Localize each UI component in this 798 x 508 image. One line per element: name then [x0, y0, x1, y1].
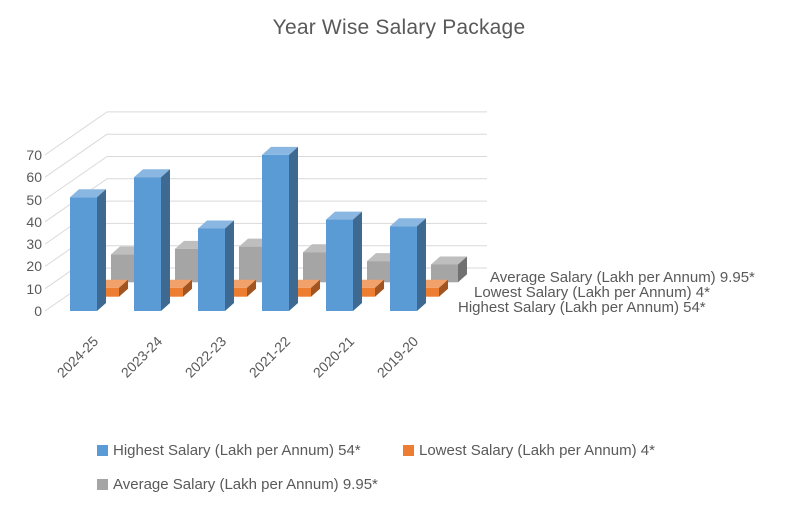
- legend-swatch-icon: [97, 445, 108, 456]
- bar-top-average-2019-20: [431, 256, 467, 265]
- bar-top-highest-2024-25: [70, 189, 106, 198]
- value-axis-tick: 50: [26, 191, 42, 208]
- depth-axis-label: Average Salary (Lakh per Annum) 9.95*: [490, 268, 755, 286]
- gridline-wall-diagonal: [44, 156, 108, 200]
- bar-side-lowest-2019-20: [439, 279, 448, 297]
- bar-side-highest-2023-24: [161, 169, 170, 311]
- bar-side-highest-2022-23: [225, 220, 234, 311]
- bar-side-lowest-2021-22: [311, 279, 320, 297]
- bar-highest-2024-25: [70, 197, 97, 311]
- bar-highest-2022-23: [198, 228, 225, 311]
- depth-axis-label: Highest Salary (Lakh per Annum) 54*: [458, 299, 706, 316]
- value-axis-tick: 0: [34, 303, 42, 319]
- bar-side-highest-2019-20: [417, 218, 426, 311]
- bar-side-highest-2024-25: [97, 189, 106, 311]
- bar-average-2023-24: [175, 248, 202, 283]
- depth-axis-label: Lowest Salary (Lakh per Annum) 4*: [474, 283, 710, 301]
- value-axis-tick: 70: [26, 146, 42, 163]
- value-axis-tick: 30: [26, 236, 42, 253]
- legend-item: Lowest Salary (Lakh per Annum) 4*: [403, 442, 655, 459]
- bar-side-highest-2021-22: [289, 146, 298, 311]
- bar-side-lowest-2020-21: [375, 279, 384, 297]
- gridline-wall-diagonal: [44, 111, 108, 156]
- value-axis-tick: 40: [26, 213, 42, 230]
- legend-label: Lowest Salary (Lakh per Annum) 4*: [419, 442, 655, 459]
- legend-label: Average Salary (Lakh per Annum) 9.95*: [113, 476, 378, 493]
- chart-title: Year Wise Salary Package: [272, 16, 526, 39]
- bar-side-average-2019-20: [458, 256, 467, 283]
- bar-side-lowest-2023-24: [183, 279, 192, 297]
- bar-average-2024-25: [111, 254, 138, 283]
- value-axis-tick: 20: [26, 258, 42, 275]
- bar-highest-2021-22: [262, 154, 289, 311]
- value-axis-tick: 60: [26, 169, 42, 186]
- bar-highest-2019-20: [390, 226, 417, 311]
- legend-swatch-icon: [97, 479, 108, 490]
- bar-top-highest-2019-20: [390, 218, 426, 227]
- bar-side-lowest-2022-23: [247, 279, 256, 297]
- bar-highest-2023-24: [134, 177, 161, 311]
- bar-highest-2020-21: [326, 219, 353, 311]
- bar-top-highest-2020-21: [326, 211, 362, 220]
- bar-top-highest-2021-22: [262, 146, 298, 155]
- bar-side-lowest-2024-25: [119, 279, 128, 297]
- legend-item: Highest Salary (Lakh per Annum) 54*: [97, 442, 361, 459]
- bar-average-2020-21: [367, 261, 394, 283]
- bar-average-2022-23: [239, 246, 266, 283]
- value-axis-tick: 10: [26, 280, 42, 297]
- legend-label: Highest Salary (Lakh per Annum) 54*: [113, 442, 361, 459]
- bar-average-2019-20: [431, 264, 458, 283]
- bar-top-highest-2022-23: [198, 220, 234, 229]
- bar-top-highest-2023-24: [134, 169, 170, 178]
- bar-average-2021-22: [303, 252, 330, 283]
- legend-item: Average Salary (Lakh per Annum) 9.95*: [97, 476, 378, 493]
- gridline-wall-diagonal: [44, 133, 108, 178]
- bar-side-highest-2020-21: [353, 211, 362, 311]
- legend-swatch-icon: [403, 445, 414, 456]
